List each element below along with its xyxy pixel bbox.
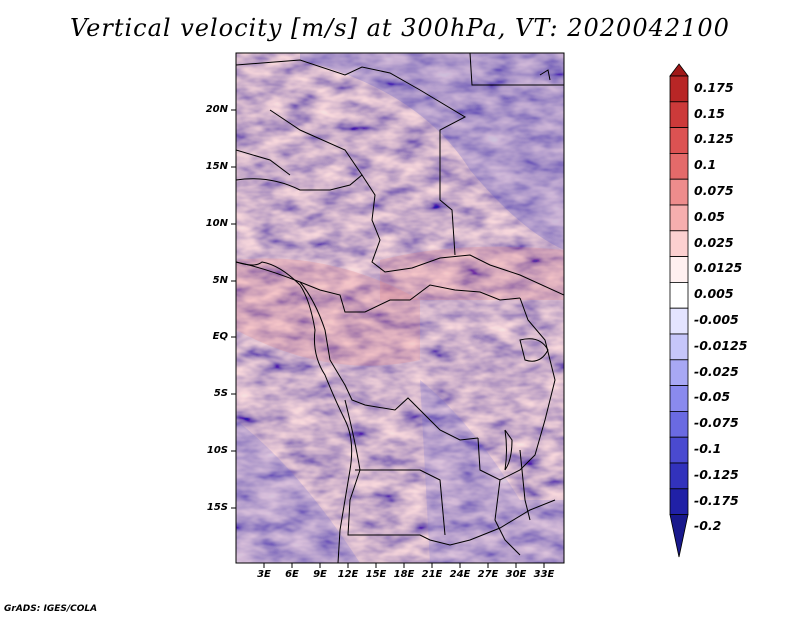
colorbar-swatch <box>669 307 689 335</box>
lon-label: 3E <box>257 569 271 580</box>
lat-label: EQ <box>212 331 228 342</box>
colorbar-label: 0.0125 <box>694 260 743 275</box>
lat-label: 10N <box>205 218 228 229</box>
colorbar <box>669 63 689 558</box>
lat-label: 10S <box>206 445 228 456</box>
colorbar-max-arrow <box>669 63 689 77</box>
nile-delta <box>539 69 551 81</box>
lon-label: 15E <box>365 569 387 580</box>
colorbar-swatch <box>669 178 689 206</box>
border-sahel <box>236 174 564 296</box>
lon-label: 18E <box>393 569 415 580</box>
colorbar-swatch <box>669 152 689 180</box>
border-congo <box>299 281 479 441</box>
country-borders <box>236 53 564 563</box>
colorbar-swatch <box>669 462 689 490</box>
lake-tanganyika <box>504 429 513 471</box>
colorbar-swatch <box>669 256 689 283</box>
colorbar-label: 0.1 <box>694 157 717 172</box>
lon-label: 12E <box>337 569 359 580</box>
colorbar-label: -0.2 <box>694 518 722 533</box>
velocity-field <box>236 53 564 563</box>
border-mozambique <box>494 479 521 556</box>
lat-label: 15N <box>205 161 228 172</box>
colorbar-swatch <box>669 436 689 464</box>
colorbar-swatch <box>669 230 689 258</box>
border-angola <box>355 469 446 536</box>
colorbar-label: -0.075 <box>694 415 739 430</box>
lat-label: 5S <box>213 388 228 399</box>
colorbar-label: -0.175 <box>694 493 739 508</box>
lake-victoria <box>519 338 549 362</box>
colorbar-swatch <box>669 101 689 129</box>
colorbar-swatch <box>669 488 689 515</box>
colorbar-swatch <box>669 410 689 438</box>
lat-ticks <box>231 109 236 509</box>
colorbar-label: -0.025 <box>694 364 739 379</box>
colorbar-swatch <box>669 281 689 309</box>
colorbar-label: -0.0125 <box>694 338 748 353</box>
map-title: Vertical velocity [m/s] at 300hPa, VT: 2… <box>70 14 730 42</box>
colorbar-label: 0.175 <box>694 80 734 95</box>
lat-label: 5N <box>212 275 228 286</box>
colorbar-label: 0.05 <box>694 209 725 224</box>
colorbar-swatch <box>669 359 689 386</box>
colorbar-swatch <box>669 204 689 232</box>
colorbar-label: -0.05 <box>694 389 731 404</box>
lat-label: 15S <box>206 502 228 513</box>
colorbar-label: 0.075 <box>694 183 734 198</box>
lon-label: 24E <box>449 569 471 580</box>
border-east <box>477 297 556 481</box>
colorbar-swatch <box>669 127 689 154</box>
colorbar-swatch <box>669 333 689 361</box>
colorbar-label: 0.005 <box>694 286 734 301</box>
border-niger <box>269 109 363 176</box>
colorbar-min-arrow <box>669 514 689 558</box>
atlantic-coastline <box>236 261 353 563</box>
lon-label: 27E <box>477 569 499 580</box>
colorbar-label: 0.025 <box>694 235 734 250</box>
lake-malawi <box>519 449 531 521</box>
map-frame <box>235 52 565 564</box>
lon-ticks <box>263 563 545 568</box>
lon-label: 33E <box>533 569 555 580</box>
colorbar-label: 0.125 <box>694 131 734 146</box>
lon-label: 21E <box>421 569 443 580</box>
lat-label: 20N <box>205 104 228 115</box>
colorbar-label: -0.1 <box>694 441 722 456</box>
colorbar-swatch <box>669 75 689 103</box>
colorbar-label: -0.005 <box>694 312 739 327</box>
border-egypt <box>469 53 564 86</box>
colorbar-label: 0.15 <box>694 106 725 121</box>
lon-label: 6E <box>285 569 299 580</box>
border-west-sahara <box>236 149 291 176</box>
border-north <box>236 59 467 256</box>
colorbar-label: -0.125 <box>694 467 739 482</box>
colorbar-swatch <box>669 385 689 412</box>
grads-credit: GrADS: IGES/COLA <box>4 604 98 614</box>
lon-label: 9E <box>313 569 327 580</box>
lon-label: 30E <box>505 569 527 580</box>
